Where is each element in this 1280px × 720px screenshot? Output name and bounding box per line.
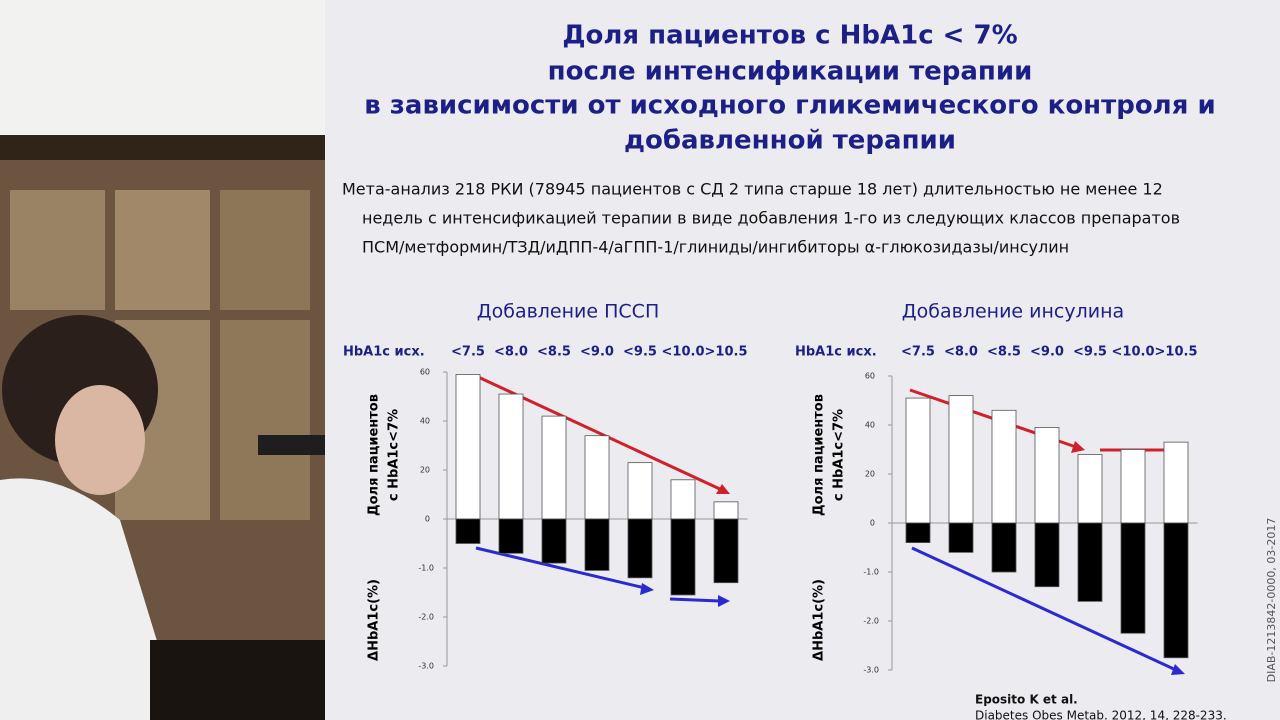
y-axis-label: Доля пациентов	[367, 394, 382, 516]
x-tick-label: <9.5	[1073, 345, 1107, 360]
y2-tick-label: -3.0	[863, 666, 879, 675]
y-tick-label: 0	[425, 515, 430, 524]
wall-panel	[115, 190, 210, 310]
bar	[1120, 449, 1146, 524]
x-tick-label: <10.0	[1112, 345, 1155, 360]
wall-panel	[220, 190, 310, 310]
arrow-head	[1171, 664, 1185, 675]
chart-title: Добавление ПССП	[477, 301, 659, 323]
x-tick-label: <7.5	[451, 345, 485, 360]
bar	[498, 393, 524, 520]
bar	[991, 409, 1017, 524]
y-axis-label: с HbA1c<7%	[832, 409, 847, 501]
chart-title: Добавление инсулина	[902, 301, 1124, 323]
x-tick-label: <8.5	[987, 345, 1021, 360]
bar	[948, 522, 974, 553]
y2-axis-label: ΔHbA1c(%)	[367, 579, 382, 661]
slide-title: в зависимости от исходного гликемическог…	[364, 91, 1215, 121]
y-tick-label: 40	[420, 417, 430, 426]
description: недель с интенсификацией терапии в виде …	[362, 209, 1180, 228]
bar	[713, 501, 739, 520]
bar	[948, 395, 974, 524]
x-tick-label: <9.5	[623, 345, 657, 360]
shadow	[0, 135, 325, 160]
blue-arrow	[475, 546, 646, 590]
y-tick-label: 20	[865, 470, 875, 479]
face	[55, 385, 145, 495]
y-tick-label: 40	[865, 421, 875, 430]
bar	[1034, 427, 1060, 524]
y-axis-label: Доля пациентов	[812, 394, 827, 516]
wall-panel	[220, 320, 310, 520]
x-axis-label: HbA1c исх.	[795, 345, 877, 360]
x-axis-label: HbA1c исх.	[343, 345, 425, 360]
citation-source: Diabetes Obes Metab. 2012, 14, 228-233.	[975, 709, 1227, 720]
y2-tick-label: -1.0	[418, 564, 434, 573]
x-tick-label: <8.0	[494, 345, 528, 360]
bar	[1163, 522, 1189, 659]
x-tick-label: <10.0	[662, 345, 705, 360]
lamp	[258, 435, 325, 455]
arrow-head	[1071, 441, 1085, 453]
bar	[1120, 522, 1146, 634]
y2-tick-label: -3.0	[418, 662, 434, 671]
bar	[905, 397, 931, 524]
bar	[905, 522, 931, 544]
bar	[1034, 522, 1060, 588]
x-tick-label: >10.5	[1155, 345, 1198, 360]
x-tick-label: >10.5	[705, 345, 748, 360]
bar	[498, 518, 524, 554]
y2-tick-label: -2.0	[418, 613, 434, 622]
podium	[150, 640, 325, 720]
bar	[455, 518, 481, 544]
shirt	[0, 478, 175, 720]
x-tick-label: <9.0	[580, 345, 614, 360]
y2-tick-label: -2.0	[863, 617, 879, 626]
wall-panel	[10, 190, 105, 310]
y2-tick-label: -1.0	[863, 568, 879, 577]
y2-axis-label: ΔHbA1c(%)	[812, 579, 827, 661]
bar	[541, 415, 567, 520]
y-axis-label: с HbA1c<7%	[387, 409, 402, 501]
bar	[627, 518, 653, 579]
description: Мета-анализ 218 РКИ (78945 пациентов с С…	[342, 180, 1163, 199]
projector-screen	[0, 0, 325, 135]
blue-arrow	[911, 546, 1177, 672]
bar	[584, 435, 610, 520]
y-tick-label: 60	[420, 368, 430, 377]
bar	[670, 479, 696, 520]
arrow-head	[640, 583, 654, 595]
slide-title: Доля пациентов с HbA1c < 7%	[562, 21, 1017, 51]
bar	[584, 518, 610, 571]
x-tick-label: <7.5	[901, 345, 935, 360]
bar	[1077, 453, 1103, 524]
arrow-head	[716, 484, 730, 494]
bar	[670, 518, 696, 596]
video-background	[0, 0, 325, 720]
arrow-head	[718, 595, 730, 607]
description: ПСМ/метформин/ТЗД/иДПП-4/аГПП-1/глиниды/…	[362, 238, 1069, 257]
blue-arrow	[669, 597, 721, 603]
bar	[1163, 441, 1189, 524]
bar	[713, 518, 739, 584]
y-tick-label: 20	[420, 466, 430, 475]
bar	[455, 374, 481, 520]
bar	[627, 462, 653, 520]
y-tick-label: 0	[870, 519, 875, 528]
citation-author: Eposito K et al.	[975, 693, 1078, 707]
slide-title: после интенсификации терапии	[548, 57, 1033, 87]
side-code: DIAB-1213842-0000, 03-2017	[1265, 518, 1278, 683]
arrows	[475, 374, 1186, 675]
slide-title: добавленной терапии	[624, 126, 956, 156]
y-tick-label: 60	[865, 372, 875, 381]
x-tick-label: <8.5	[537, 345, 571, 360]
bar	[991, 522, 1017, 573]
x-tick-label: <9.0	[1030, 345, 1064, 360]
bar	[1077, 522, 1103, 602]
bar	[541, 518, 567, 564]
x-tick-label: <8.0	[944, 345, 978, 360]
